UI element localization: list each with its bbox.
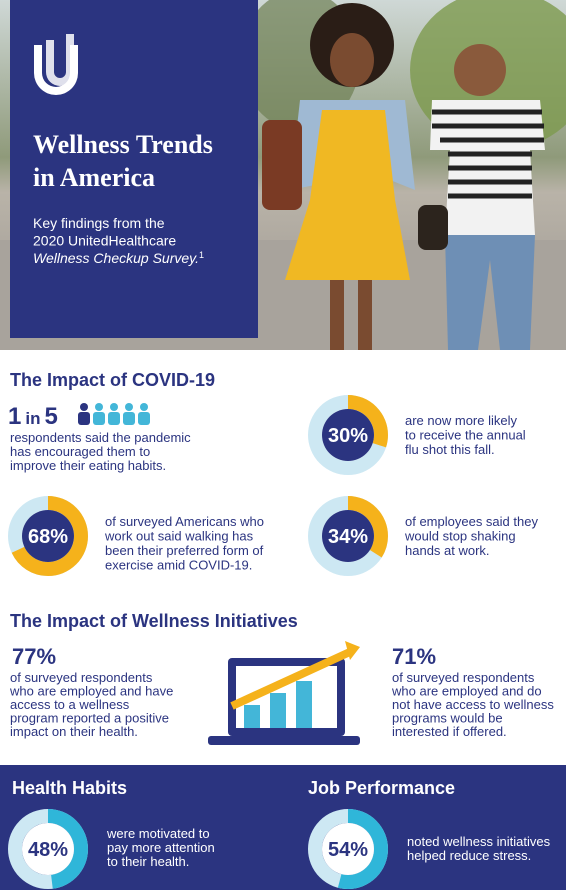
stat-text: flu shot this fall.: [405, 442, 495, 457]
stat-text: has encouraged them to: [10, 444, 150, 459]
stat-text: been their preferred form of: [105, 543, 264, 558]
ratio-count: 1: [8, 403, 21, 430]
ratio: 1 in 5: [8, 403, 58, 430]
laptop-illustration: [208, 641, 360, 745]
donut-label: 48%: [28, 839, 68, 861]
donut-center: [22, 823, 74, 875]
donut-arc: [308, 496, 388, 576]
subtitle-italic: Wellness Checkup Survey.: [33, 250, 199, 266]
bottom-band: [0, 765, 566, 890]
stat-text: of surveyed Americans who: [105, 514, 264, 529]
donut-arc: [308, 809, 388, 889]
stat-text: respondents said the pandemic: [10, 430, 191, 445]
stat-text: program reported a positive: [10, 711, 169, 726]
stat-number: 71%: [392, 644, 436, 669]
stat-text: of employees said they: [405, 514, 538, 529]
stat-text: noted wellness initiatives: [407, 834, 551, 849]
subtitle: Key findings from the: [33, 215, 165, 231]
people-icons: [78, 403, 150, 425]
stat-text: programs would be: [392, 711, 503, 726]
stat-text: improve their eating habits.: [10, 458, 166, 473]
section-heading: Health Habits: [12, 778, 127, 798]
donut-label: 68%: [28, 526, 68, 548]
donut-arc: [8, 496, 88, 576]
stat-text: helped reduce stress.: [407, 848, 531, 863]
stat-text: were motivated to: [106, 826, 210, 841]
ratio-joiner: in: [25, 409, 40, 428]
donut-label: 54%: [328, 839, 368, 861]
stat-text: who are employed and do: [391, 684, 542, 699]
donut-label: 34%: [328, 526, 368, 548]
stat-number: 77%: [12, 644, 56, 669]
donut-arc: [308, 395, 388, 475]
stat-text: would stop shaking: [404, 529, 516, 544]
title: in America: [33, 163, 155, 192]
stat-text: to their health.: [107, 854, 189, 869]
stat-text: impact on their health.: [10, 724, 138, 739]
section-heading: The Impact of Wellness Initiatives: [10, 611, 298, 631]
subtitle: Wellness Checkup Survey.1: [33, 250, 204, 266]
stat-text: hands at work.: [405, 543, 490, 558]
stat-text: exercise amid COVID-19.: [105, 558, 252, 573]
stat-text: work out said walking has: [104, 529, 254, 544]
logo: [34, 34, 78, 95]
stat-text: not have access to wellness: [392, 697, 554, 712]
stat-text: are now more likely: [405, 413, 517, 428]
donut-label: 30%: [328, 425, 368, 447]
donut-arc: [8, 809, 88, 889]
subtitle: 2020 UnitedHealthcare: [33, 233, 176, 249]
footnote-ref: 1: [199, 250, 204, 260]
section-heading: The Impact of COVID-19: [10, 370, 215, 390]
stat-text: to receive the annual: [405, 428, 526, 443]
stat-text: who are employed and have: [9, 684, 173, 699]
stat-text: of surveyed respondents: [10, 670, 153, 685]
section-heading: Job Performance: [308, 778, 455, 798]
donut-center: [322, 409, 374, 461]
stat-text: of surveyed respondents: [392, 670, 535, 685]
donut-center: [322, 510, 374, 562]
donut-center: [322, 823, 374, 875]
stat-text: pay more attention: [107, 840, 215, 855]
stat-text: interested if offered.: [392, 724, 507, 739]
stat-text: access to a wellness: [10, 697, 130, 712]
donut-center: [22, 510, 74, 562]
ratio-total: 5: [44, 403, 57, 430]
title: Wellness Trends: [33, 130, 213, 159]
